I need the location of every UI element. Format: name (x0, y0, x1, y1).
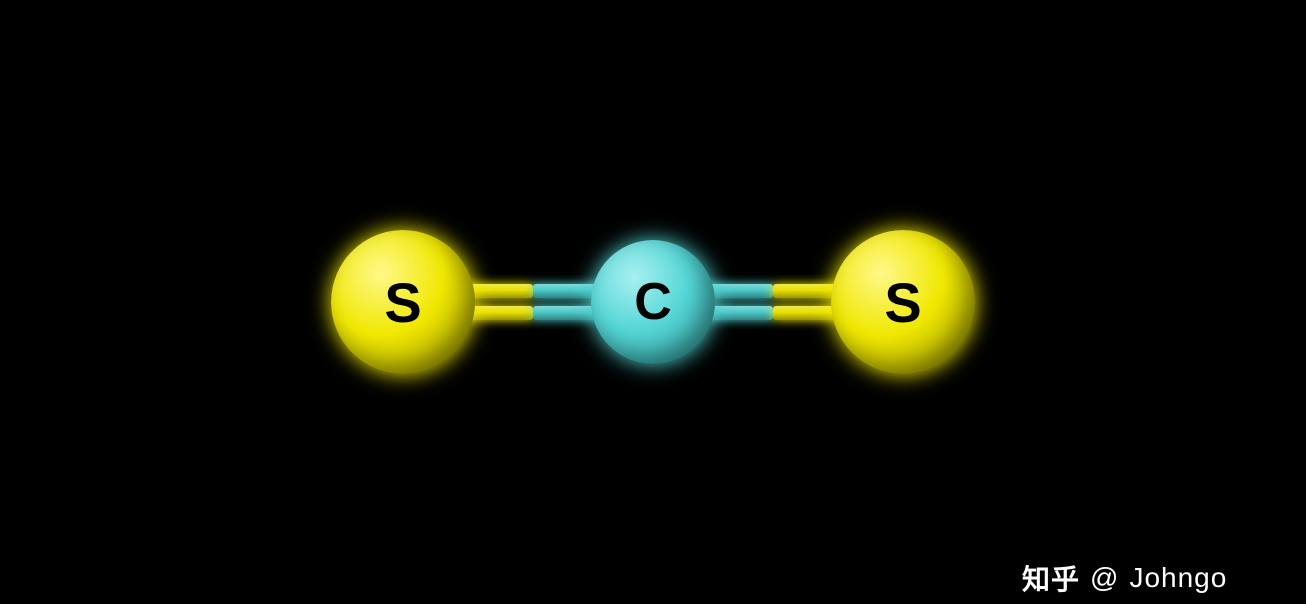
platform-logo: 知乎 (1022, 558, 1080, 598)
atom-s-2: S (831, 230, 975, 374)
atom-s-0: S (331, 230, 475, 374)
watermark: 知乎 @ Johngo (1022, 558, 1227, 598)
atom-label: S (384, 270, 421, 335)
atom-label: C (634, 272, 672, 332)
atom-c-1: C (591, 240, 715, 364)
watermark-username: Johngo (1129, 562, 1227, 594)
watermark-at: @ (1090, 562, 1119, 594)
atom-label: S (884, 270, 921, 335)
